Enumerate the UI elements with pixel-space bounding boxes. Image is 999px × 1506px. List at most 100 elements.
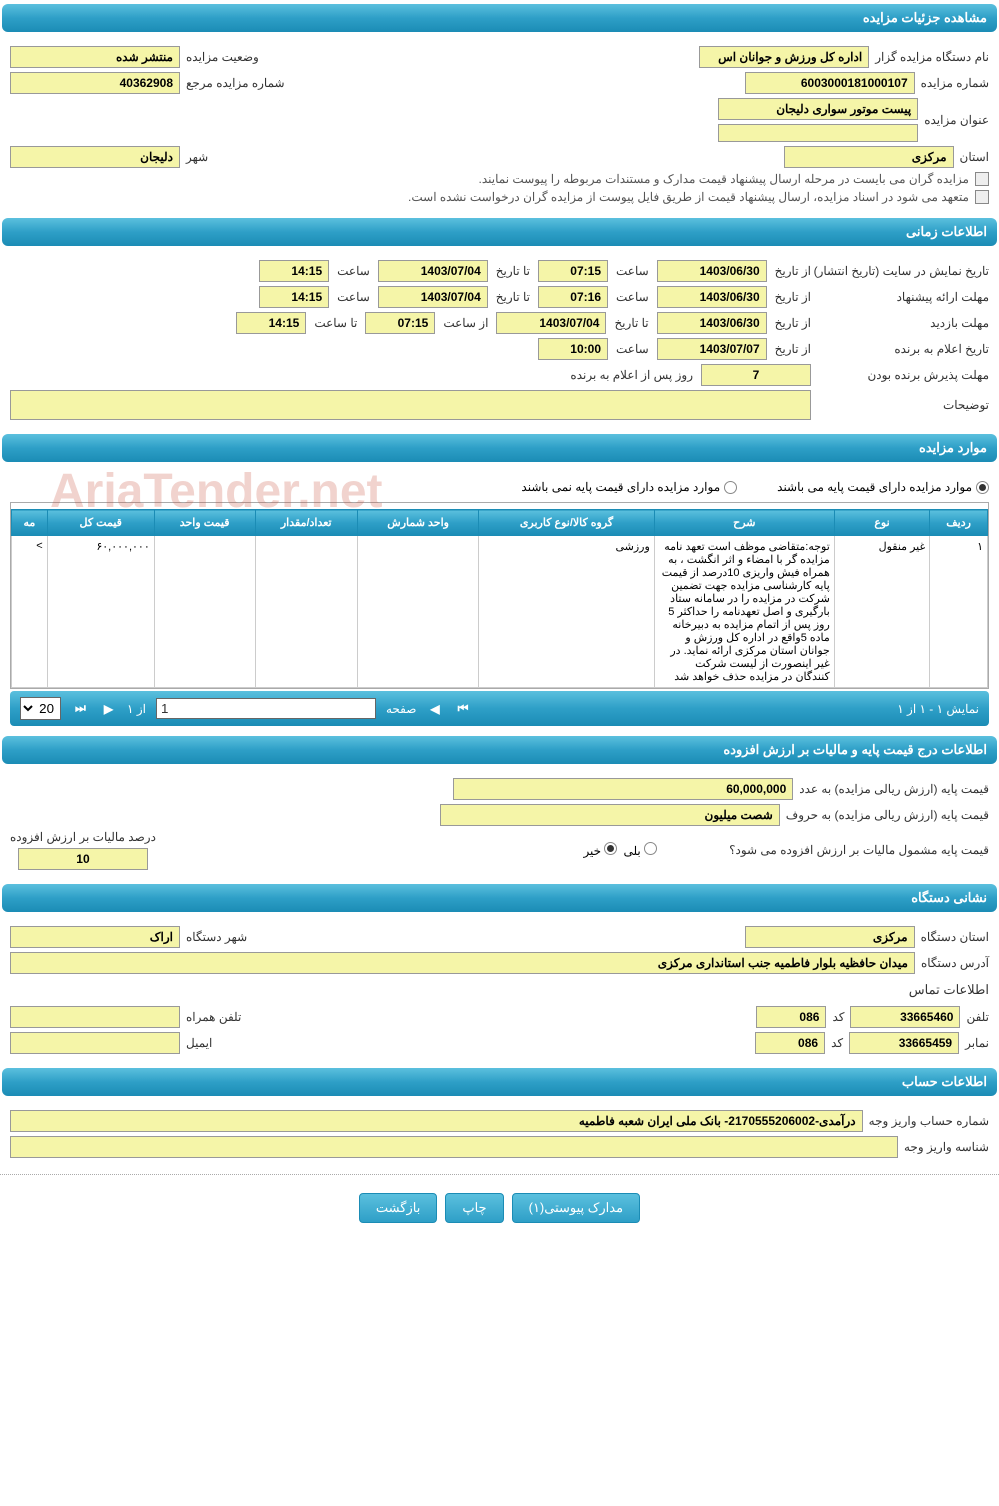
notes-field <box>10 390 811 420</box>
hour-label-2: ساعت <box>616 290 649 304</box>
table-col-header: مه <box>12 510 48 536</box>
radio-has-base-label: موارد مزایده دارای قیمت پایه می باشند <box>777 480 972 494</box>
phone-label: تلفن <box>966 1010 989 1024</box>
org-province-field: مرکزی <box>745 926 915 948</box>
pager-first-icon[interactable]: ⏮ <box>454 701 473 716</box>
from-hour-label-3: از ساعت <box>443 316 488 330</box>
radio-no-base-dot <box>724 481 737 494</box>
visit-to-time: 14:15 <box>236 312 306 334</box>
pager-last-icon[interactable]: ⏭ <box>71 701 90 716</box>
table-col-header: شرح <box>654 510 834 536</box>
check2-text: متعهد می شود در اسناد مزایده، ارسال پیشن… <box>408 190 969 204</box>
winner-date: 1403/07/07 <box>657 338 767 360</box>
table-col-header: قیمت کل <box>47 510 154 536</box>
vat-q-label: قیمت پایه مشمول مالیات بر ارزش افزوده می… <box>729 843 989 857</box>
offer-label: مهلت ارائه پیشنهاد <box>819 290 989 304</box>
radio-no-base[interactable]: موارد مزایده دارای قیمت پایه نمی باشند <box>521 480 737 494</box>
org-city-field: اراک <box>10 926 180 948</box>
org-label: نام دستگاه مزایده گزار <box>875 50 989 64</box>
pager-size-select[interactable]: 20 <box>20 697 61 720</box>
fax-code-label: کد <box>831 1036 843 1050</box>
contact-title: اطلاعات تماس <box>10 982 989 998</box>
title-field-2 <box>718 124 918 142</box>
publish-label: تاریخ نمایش در سایت (تاریخ انتشار) <box>819 264 989 278</box>
offer-from-time: 07:16 <box>538 286 608 308</box>
table-cell: ۶۰,۰۰۰,۰۰۰ <box>47 536 154 688</box>
pager-next-icon[interactable]: ▶ <box>100 702 117 716</box>
section-items-header: موارد مزایده <box>2 434 997 462</box>
vat-yes-dot <box>644 842 657 855</box>
province-label: استان <box>960 150 989 164</box>
publish-to-date: 1403/07/04 <box>378 260 488 282</box>
from-date-label-3: از تاریخ <box>775 316 811 330</box>
pager-page-label: صفحه <box>386 702 416 716</box>
table-col-header: تعداد/مقدار <box>255 510 358 536</box>
pager-summary: نمایش ۱ - ۱ از ۱ <box>897 702 979 716</box>
vat-pct-field: 10 <box>18 848 148 870</box>
radio-has-base[interactable]: موارد مزایده دارای قیمت پایه می باشند <box>777 480 989 494</box>
check2-box[interactable] <box>975 190 989 204</box>
items-table: ردیفنوعشرحگروه کالا/نوع کاربریواحد شمارش… <box>11 509 988 688</box>
base-text-label: قیمت پایه (ارزش ریالی مزایده) به حروف <box>786 808 989 822</box>
publish-from-date: 1403/06/30 <box>657 260 767 282</box>
offer-to-date: 1403/07/04 <box>378 286 488 308</box>
section-price-header: اطلاعات درج قیمت پایه و مالیات بر ارزش ا… <box>2 736 997 764</box>
org-area: استان دستگاه مرکزی شهر دستگاه اراک آدرس … <box>0 916 999 1064</box>
section-account-header: اطلاعات حساب <box>2 1068 997 1096</box>
vat-no[interactable]: خیر <box>583 842 617 858</box>
fax-label: نمابر <box>965 1036 989 1050</box>
table-scroll[interactable]: ردیفنوعشرحگروه کالا/نوع کاربریواحد شمارش… <box>10 502 989 689</box>
details-area: نام دستگاه مزایده گزار اداره کل ورزش و ج… <box>0 36 999 214</box>
publish-from-time: 07:15 <box>538 260 608 282</box>
status-field: منتشر شده <box>10 46 180 68</box>
section-timing-header: اطلاعات زمانی <box>2 218 997 246</box>
phone-field: 33665460 <box>850 1006 960 1028</box>
section-details-header: مشاهده جزئیات مزایده <box>2 4 997 32</box>
email-field <box>10 1032 180 1054</box>
notes-label: توضیحات <box>819 398 989 412</box>
visit-label: مهلت بازدید <box>819 316 989 330</box>
table-cell: > <box>12 536 48 688</box>
section-org-header: نشانی دستگاه <box>2 884 997 912</box>
to-hour-label-3: تا ساعت <box>314 316 357 330</box>
print-button[interactable]: چاپ <box>445 1193 503 1223</box>
city-field: دلیجان <box>10 146 180 168</box>
mobile-label: تلفن همراه <box>186 1010 241 1024</box>
mobile-field <box>10 1006 180 1028</box>
org-address-label: آدرس دستگاه <box>921 956 989 970</box>
title-field: پیست موتور سواری دلیجان <box>718 98 918 120</box>
city-label: شهر <box>186 150 208 164</box>
price-area: قیمت پایه (ارزش ریالی مزایده) به عدد 60,… <box>0 768 999 880</box>
check1-box[interactable] <box>975 172 989 186</box>
acct-id-field <box>10 1136 898 1158</box>
from-date-label-2: از تاریخ <box>775 290 811 304</box>
pager-page-input[interactable] <box>156 698 376 719</box>
vat-yes-label: بلی <box>623 844 640 858</box>
from-date-label-4: از تاریخ <box>775 342 811 356</box>
phone-code-field: 086 <box>756 1006 826 1028</box>
vat-yes[interactable]: بلی <box>623 842 657 858</box>
org-address-field: میدان حافظیه بلوار فاطمیه جنب استانداری … <box>10 952 915 974</box>
ref-label: شماره مزایده مرجع <box>186 76 285 90</box>
button-row: مدارک پیوستی(۱) چاپ بازگشت <box>0 1181 999 1235</box>
offer-to-time: 14:15 <box>259 286 329 308</box>
radio-no-base-label: موارد مزایده دارای قیمت پایه نمی باشند <box>521 480 720 494</box>
vat-no-label: خیر <box>583 844 601 858</box>
vat-pct-label: درصد مالیات بر ارزش افزوده <box>10 830 156 844</box>
pager-prev-icon[interactable]: ◀ <box>426 702 443 716</box>
attachments-button[interactable]: مدارک پیوستی(۱) <box>512 1193 641 1223</box>
visit-to-date: 1403/07/04 <box>496 312 606 334</box>
table-col-header: واحد شمارش <box>358 510 479 536</box>
org-city-label: شهر دستگاه <box>186 930 247 944</box>
acct-field: درآمدی-2170555206002- بانک ملی ایران شعب… <box>10 1110 863 1132</box>
offer-from-date: 1403/06/30 <box>657 286 767 308</box>
hour-label-1: ساعت <box>616 264 649 278</box>
publish-to-time: 14:15 <box>259 260 329 282</box>
province-field: مرکزی <box>784 146 954 168</box>
vat-no-dot <box>604 842 617 855</box>
winner-label: تاریخ اعلام به برنده <box>819 342 989 356</box>
accept-days: 7 <box>701 364 811 386</box>
fax-field: 33665459 <box>849 1032 959 1054</box>
back-button[interactable]: بازگشت <box>359 1193 437 1223</box>
table-cell: توجه:متقاضی موظف است تعهد نامه مزایده گر… <box>654 536 834 688</box>
